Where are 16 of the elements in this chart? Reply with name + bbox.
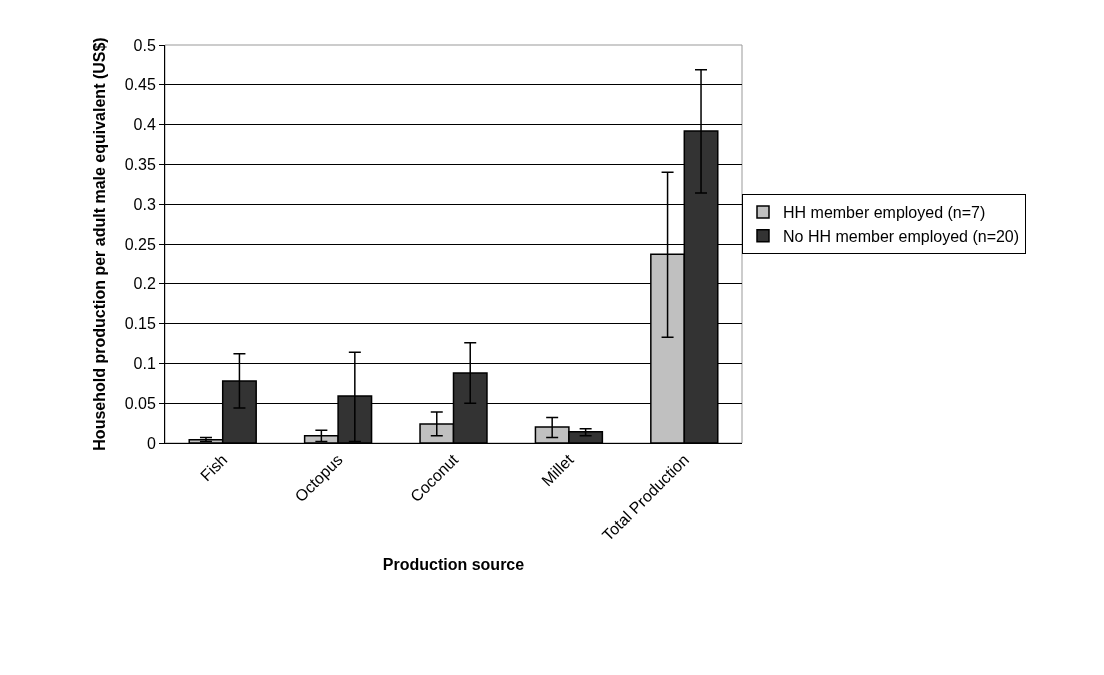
y-tick-label: 0.4 bbox=[133, 116, 156, 134]
y-tick-label: 0.2 bbox=[133, 275, 156, 293]
y-tick-label: 0.35 bbox=[124, 156, 156, 173]
y-tick-label: 0.5 bbox=[133, 36, 156, 54]
y-tick-label: 0.3 bbox=[133, 195, 156, 213]
y-tick-label: 0.1 bbox=[133, 355, 156, 372]
y-tick-label: 0 bbox=[146, 434, 156, 452]
legend-label: HH member employed (n=7) bbox=[783, 204, 986, 222]
y-tick-label: 0.05 bbox=[124, 394, 156, 412]
y-tick-label: 0.45 bbox=[124, 76, 156, 94]
legend-label: No HH member employed (n=20) bbox=[783, 228, 1020, 246]
x-tick-label: Fish bbox=[197, 450, 231, 485]
y-tick-label: 0.25 bbox=[124, 235, 156, 253]
y-axis-title: Household production per adult male equivalent (US$) bbox=[90, 37, 108, 451]
y-tick-label: 0.15 bbox=[124, 315, 156, 333]
x-axis-title: Production source bbox=[382, 555, 525, 573]
